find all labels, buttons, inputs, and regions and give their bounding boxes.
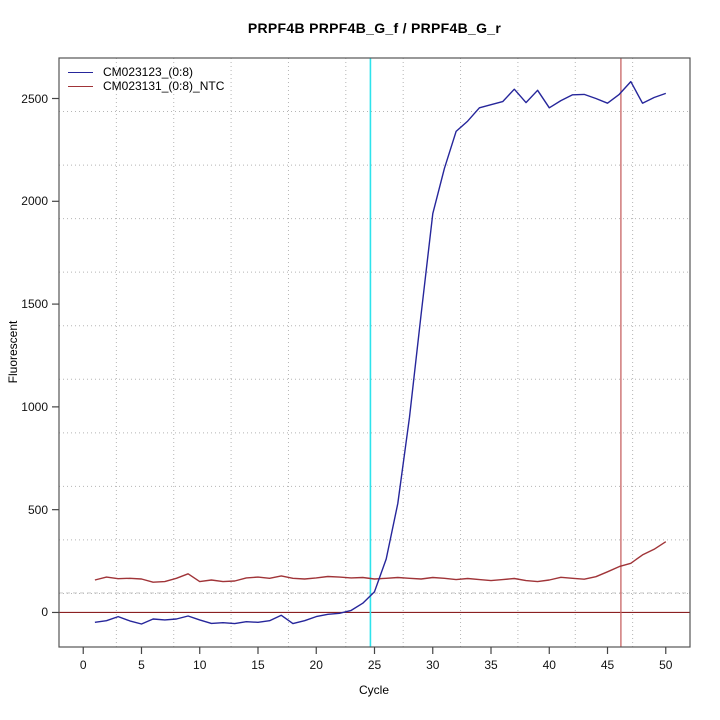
legend-label-ntc: CM023131_(0:8)_NTC: [103, 79, 225, 93]
y-tick-label: 0: [41, 605, 48, 620]
legend-entry-sample: CM023123_(0:8): [68, 65, 224, 79]
x-tick-label: 0: [79, 658, 87, 672]
x-tick-label: 20: [309, 658, 323, 672]
y-tick-label: 1000: [21, 399, 48, 414]
x-tick-label: 25: [367, 658, 382, 672]
x-tick-label: 10: [193, 658, 207, 672]
y-tick-label: 500: [27, 502, 48, 517]
chart-title: PRPF4B PRPF4B_G_f / PRPF4B_G_r: [247, 20, 502, 36]
legend: CM023123_(0:8) CM023131_(0:8)_NTC: [68, 65, 224, 93]
ntc-line-swatch: [68, 85, 93, 87]
y-tick-label: 2500: [21, 91, 48, 106]
ntc-curve: [94, 541, 667, 583]
x-tick-label: 45: [600, 658, 615, 672]
plot-border: [58, 57, 691, 648]
legend-label-sample: CM023123_(0:8): [103, 65, 194, 79]
x-tick-label: 5: [138, 658, 145, 672]
y-tick-label: 2000: [21, 194, 48, 209]
legend-entry-ntc: CM023131_(0:8)_NTC: [68, 79, 224, 93]
sample-line-swatch: [68, 71, 93, 73]
x-tick-label: 40: [542, 658, 556, 672]
x-tick-label: 30: [426, 658, 440, 672]
x-tick-label: 50: [659, 658, 673, 672]
x-tick-label: 35: [484, 658, 498, 672]
y-tick-label: 1500: [21, 297, 48, 312]
x-axis-label: Cycle: [358, 683, 390, 697]
sample-curve: [94, 80, 667, 625]
x-tick-label: 15: [251, 658, 265, 672]
